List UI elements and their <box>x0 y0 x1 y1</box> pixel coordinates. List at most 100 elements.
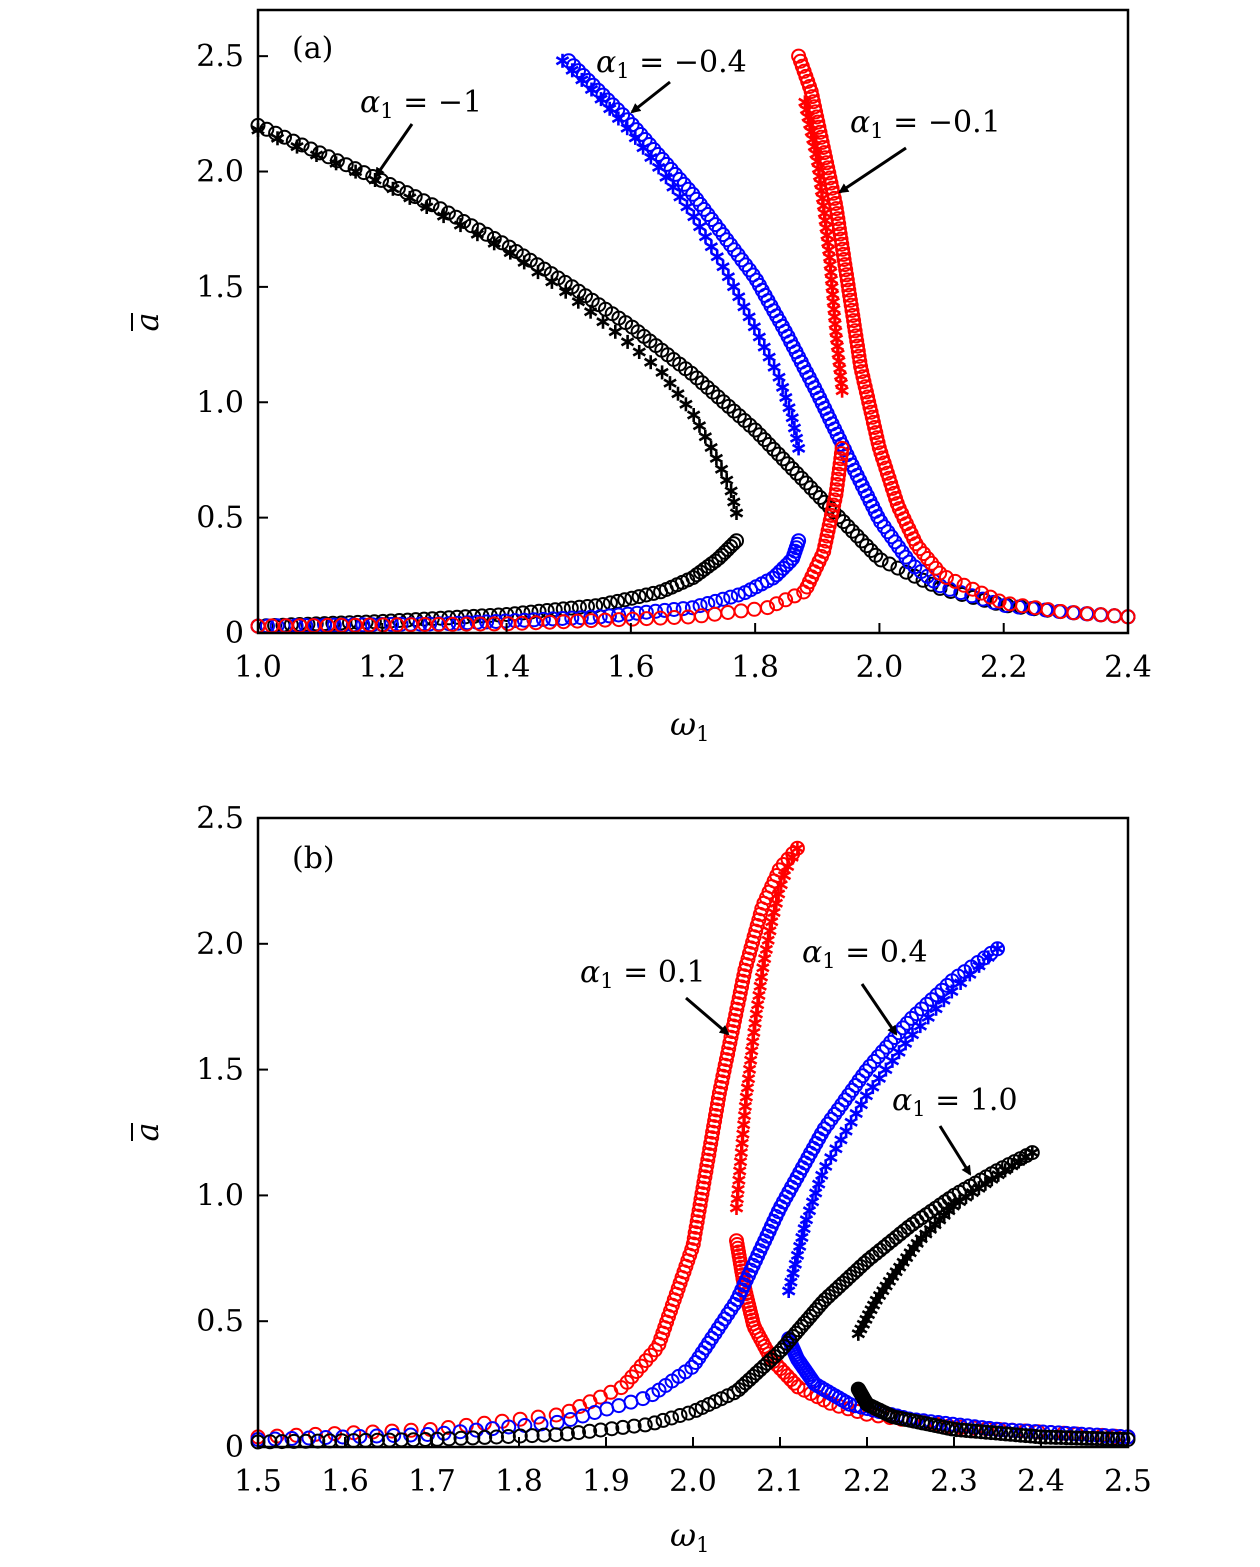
lower-branch-point-2 <box>968 1423 984 1439</box>
lower-branch-point-2 <box>1038 1429 1054 1445</box>
stable-branch-point-0 <box>720 1046 736 1062</box>
stable-branch-point-2 <box>850 338 865 354</box>
y-tick-label: 0 <box>225 1430 244 1465</box>
annotation-arrow-alpha-neg04 <box>630 80 671 114</box>
x-tick-label: 1.7 <box>408 1464 456 1499</box>
stable-branch-point-0 <box>713 1080 729 1095</box>
lower-branch-point-2 <box>1069 1430 1085 1446</box>
stable-branch-point-0 <box>729 1001 745 1017</box>
lower-branch-point-2 <box>1048 1429 1064 1445</box>
stable-branch-point-2 <box>839 267 854 283</box>
stable-branch-point-0 <box>704 1130 720 1146</box>
lower-branch-point-2 <box>787 588 803 604</box>
stable-branch-point-0 <box>702 1141 718 1157</box>
unstable-branch-point-0 <box>771 887 786 901</box>
stable-branch-point-0 <box>530 1409 546 1425</box>
lower-branch-point-2 <box>1084 1430 1100 1446</box>
lower-branch-point-0 <box>617 592 633 608</box>
stable-branch-point-2 <box>833 231 849 247</box>
unstable-branch-point-2 <box>835 383 849 398</box>
stable-branch-point-0 <box>890 560 906 576</box>
unstable-branch-point-0 <box>386 181 400 196</box>
annotation-alpha-10: α1 = 1.0 <box>892 1083 1018 1121</box>
stable-branch-point-0 <box>747 422 763 438</box>
y-tick-label: 2.5 <box>196 39 244 74</box>
stable-branch-point-2 <box>829 206 845 222</box>
stable-branch-point-2 <box>842 292 858 308</box>
stable-branch-point-0 <box>812 490 828 505</box>
x-tick-label: 2.4 <box>1104 650 1152 685</box>
stable-branch-point-0 <box>803 480 819 496</box>
lower-branch-point-2 <box>1018 1428 1034 1444</box>
unstable-branch-point-0 <box>608 324 622 339</box>
lower-branch-point-1 <box>791 533 807 549</box>
stable-branch-point-2 <box>974 585 990 601</box>
stable-branch-point-2 <box>965 581 981 597</box>
stable-branch-point-0 <box>548 1407 564 1423</box>
annotation-arrow-alpha-10 <box>938 1125 972 1176</box>
unstable-branch-point-2 <box>798 95 812 110</box>
chart-panel-a: 1.0 1.2 1.4 1.6 1.8 2.0 2.2 2.4 0 0.5 1.0 1.5 2.0 2.5… <box>128 8 1152 746</box>
stable-branch-point-2 <box>924 555 940 571</box>
lower-branch-point-2 <box>1074 1430 1090 1446</box>
unstable-branch-point-0 <box>724 484 738 498</box>
unstable-branch-point-1 <box>953 976 968 990</box>
stable-branch-point-1 <box>386 1428 402 1443</box>
unstable-branch-point-1 <box>721 269 736 284</box>
stable-branch-point-2 <box>846 318 862 334</box>
x-tick-label: 2.1 <box>756 1464 804 1499</box>
unstable-branch-point-0 <box>790 841 805 856</box>
unstable-branch-point-0 <box>698 429 713 444</box>
unstable-branch-point-2 <box>809 147 823 161</box>
unstable-branch-point-1 <box>785 410 799 425</box>
stable-branch-point-2 <box>851 348 867 364</box>
stable-branch-point-0 <box>710 1091 726 1107</box>
lower-branch-point-1 <box>730 587 746 603</box>
x-tick-label: 1.8 <box>495 1464 543 1499</box>
lower-branch-point-2 <box>1058 1430 1074 1446</box>
y-tick-label: 0.5 <box>196 1304 244 1339</box>
lower-branch-point-2 <box>1079 1430 1095 1446</box>
unstable-branch-point-0 <box>756 960 770 975</box>
stable-branch-point-0 <box>854 533 870 549</box>
y-tick-label: 0.5 <box>196 501 244 536</box>
stable-branch-point-2 <box>928 560 944 576</box>
unstable-branch-point-0 <box>487 236 501 251</box>
annotation-alpha-neg04: α1 = −0.4 <box>596 45 747 83</box>
unstable-branch-point-0 <box>759 942 774 957</box>
lower-branch-point-2 <box>834 440 850 456</box>
unstable-branch-point-0 <box>270 131 285 146</box>
stable-branch-point-1 <box>680 181 696 197</box>
unstable-branch-point-0 <box>769 896 784 911</box>
stable-branch-point-2 <box>489 1429 504 1445</box>
stable-branch-point-2 <box>441 1431 457 1447</box>
stable-branch-point-2 <box>832 226 848 242</box>
stable-branch-point-0 <box>708 1108 723 1123</box>
stable-branch-point-1 <box>501 1419 517 1435</box>
annotation-alpha-neg01: α1 = −0.1 <box>850 105 1001 143</box>
stable-branch-point-2 <box>852 353 868 369</box>
lower-branch-point-0 <box>571 599 587 615</box>
stable-branch-point-0 <box>873 552 889 568</box>
stable-branch-point-2 <box>912 541 927 557</box>
unstable-branch-point-1 <box>892 1045 906 1060</box>
stable-branch-point-2 <box>571 1425 586 1441</box>
x-tick-label: 2.5 <box>1104 1464 1152 1499</box>
stable-branch-point-0 <box>403 1422 419 1438</box>
unstable-branch-point-1 <box>762 350 776 365</box>
stable-branch-point-2 <box>947 573 963 589</box>
unstable-branch-point-1 <box>990 941 1005 956</box>
unstable-branch-point-1 <box>659 170 673 185</box>
annotation-arrow-alpha-neg1 <box>374 123 414 178</box>
unstable-branch-point-0 <box>620 334 635 349</box>
stable-branch-point-1 <box>684 1359 700 1375</box>
stable-branch-point-2 <box>847 323 863 339</box>
axis-ticks-b: 1.5 1.6 1.7 1.8 1.9 2.0 2.1 2.2 2.3 2.4 2.5 0 0.5 1.0… <box>196 801 1152 1499</box>
unstable-branch-point-2 <box>802 117 817 132</box>
stable-branch-point-1 <box>485 1421 500 1437</box>
stable-branch-point-0 <box>863 543 879 558</box>
lower-branch-point-1 <box>479 614 495 630</box>
stable-branch-point-0 <box>699 1158 715 1174</box>
lower-branch-point-2 <box>733 603 749 619</box>
stable-branch-point-2 <box>615 1419 631 1435</box>
